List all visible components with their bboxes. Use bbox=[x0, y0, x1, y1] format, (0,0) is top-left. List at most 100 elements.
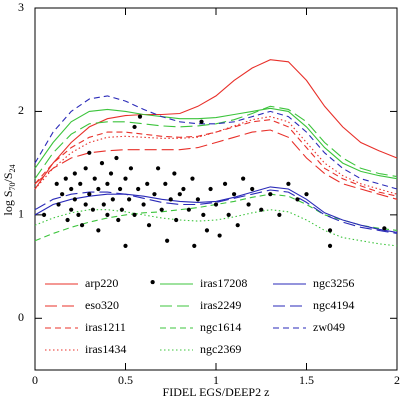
data-point bbox=[137, 114, 143, 119]
data-point bbox=[222, 181, 228, 186]
series-line bbox=[34, 189, 398, 235]
data-point bbox=[79, 223, 85, 228]
data-point bbox=[69, 186, 74, 192]
series-line bbox=[34, 129, 398, 200]
data-point bbox=[172, 171, 177, 176]
data-point bbox=[163, 181, 168, 186]
data-point bbox=[83, 202, 88, 207]
data-point bbox=[304, 192, 309, 197]
data-point bbox=[96, 228, 101, 233]
data-point bbox=[117, 186, 123, 192]
data-point bbox=[295, 197, 300, 202]
data-point bbox=[119, 207, 124, 212]
data-point bbox=[72, 197, 77, 202]
data-point bbox=[152, 192, 157, 197]
legend-label: iras1211 bbox=[85, 320, 126, 334]
legend-label: iras2249 bbox=[200, 298, 241, 312]
data-point bbox=[145, 181, 150, 186]
x-axis-label: FIDEL EGS/DEEP2 z bbox=[163, 385, 270, 399]
data-point bbox=[259, 207, 264, 212]
data-point bbox=[128, 166, 134, 171]
y-label-part: /S bbox=[1, 172, 15, 182]
series-line bbox=[34, 116, 398, 195]
data-point bbox=[41, 212, 47, 217]
data-point bbox=[168, 197, 173, 202]
x-tick-label: 2 bbox=[394, 373, 400, 387]
series-line bbox=[34, 59, 398, 190]
plot-frame bbox=[34, 7, 398, 371]
data-point bbox=[226, 212, 231, 217]
data-point bbox=[56, 202, 61, 207]
data-point bbox=[110, 197, 115, 202]
data-point bbox=[87, 150, 92, 155]
legend-label: iras1434 bbox=[85, 342, 126, 356]
data-point bbox=[235, 223, 240, 228]
data-point bbox=[99, 161, 105, 166]
data-point bbox=[60, 192, 65, 197]
series-line bbox=[34, 95, 398, 190]
data-point bbox=[186, 207, 191, 212]
series-line bbox=[34, 105, 398, 180]
y-axis-label: log S70/S24 bbox=[1, 164, 18, 215]
data-point bbox=[327, 243, 333, 248]
data-point bbox=[268, 192, 273, 197]
data-point bbox=[96, 186, 101, 192]
data-point bbox=[201, 212, 206, 217]
data-point bbox=[83, 166, 88, 171]
data-point bbox=[127, 197, 132, 202]
series-line bbox=[34, 107, 398, 180]
y-tick-label: 3 bbox=[18, 0, 24, 14]
data-point bbox=[204, 228, 210, 233]
data-point bbox=[155, 166, 161, 171]
y-label-sub: 70 bbox=[8, 183, 17, 191]
data-point bbox=[232, 192, 237, 197]
data-point bbox=[150, 279, 155, 285]
y-label-sub: 24 bbox=[8, 164, 17, 172]
legend-label: ngc2369 bbox=[200, 342, 241, 356]
x-tick-label: 1.5 bbox=[299, 373, 314, 387]
data-point bbox=[136, 186, 141, 192]
data-point bbox=[159, 207, 164, 212]
y-tick-label: 1 bbox=[18, 207, 24, 221]
series-line bbox=[34, 209, 398, 247]
legend-label: eso320 bbox=[85, 298, 119, 312]
data-point bbox=[90, 207, 96, 212]
legend-label: iras17208 bbox=[200, 276, 247, 290]
data-point bbox=[72, 171, 77, 176]
data-point bbox=[76, 212, 81, 217]
data-point bbox=[174, 217, 179, 223]
x-tick-label: 0 bbox=[32, 373, 38, 387]
data-point bbox=[123, 243, 128, 248]
data-point bbox=[192, 243, 197, 248]
data-point bbox=[250, 186, 255, 192]
y-label-part: log S bbox=[1, 191, 15, 216]
x-tick-label: 0.5 bbox=[118, 373, 133, 387]
data-point bbox=[286, 181, 291, 186]
data-point bbox=[101, 202, 106, 207]
data-point bbox=[123, 176, 128, 181]
data-point bbox=[87, 192, 92, 197]
legend-label: arp220 bbox=[85, 276, 118, 290]
data-point bbox=[246, 202, 251, 207]
data-point bbox=[108, 171, 114, 176]
data-point bbox=[116, 217, 121, 223]
data-point bbox=[327, 228, 333, 233]
data-point bbox=[208, 186, 213, 192]
data-point bbox=[141, 202, 146, 207]
data-point bbox=[78, 181, 83, 186]
legend-label: ngc3256 bbox=[313, 276, 354, 290]
data-point bbox=[105, 212, 110, 217]
data-point bbox=[277, 212, 282, 217]
data-point bbox=[213, 202, 219, 207]
data-point bbox=[114, 155, 119, 161]
data-point bbox=[132, 124, 137, 130]
series-line bbox=[34, 119, 398, 197]
series-line bbox=[34, 186, 398, 233]
data-point bbox=[195, 197, 200, 202]
y-tick-label: 2 bbox=[18, 103, 24, 117]
data-point bbox=[105, 181, 110, 186]
data-point bbox=[241, 176, 246, 181]
y-tick-label: 0 bbox=[18, 310, 24, 324]
